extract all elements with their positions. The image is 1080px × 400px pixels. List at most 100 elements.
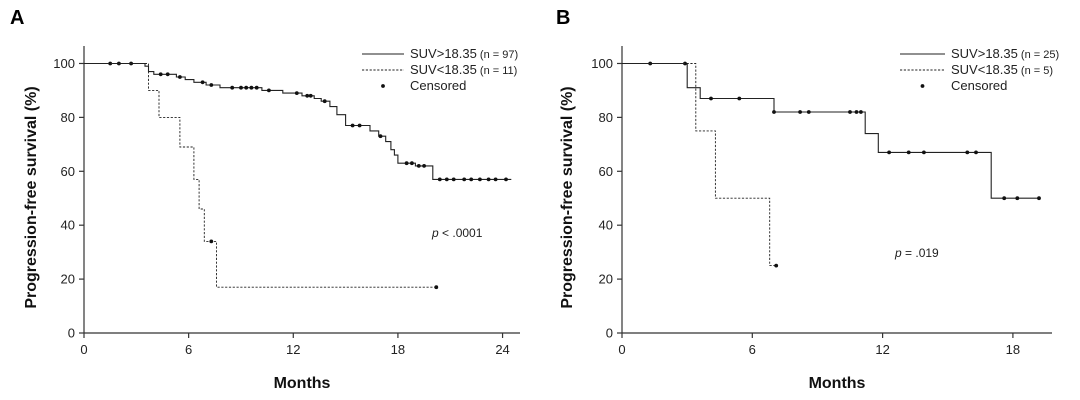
legend: SUV>18.35 (n = 25)SUV<18.35 (n = 5)Censo… (900, 46, 1059, 93)
legend-label: SUV>18.35 (951, 46, 1018, 61)
censor-mark (178, 75, 182, 79)
y-tick-label: 80 (61, 110, 75, 125)
censor-mark (451, 177, 456, 182)
legend-entry: SUV<18.35 (n = 11) (410, 62, 517, 77)
censor-mark (854, 110, 859, 114)
x-tick-label: 24 (495, 342, 509, 357)
legend-entry: SUV>18.35 (n = 97) (410, 46, 518, 61)
x-axis-title: Months (274, 375, 331, 392)
censor-mark (230, 85, 235, 90)
censor-mark (434, 285, 439, 290)
censor-mark (404, 161, 409, 166)
legend-censor-mark (920, 84, 925, 88)
censor-mark (737, 96, 742, 101)
censor-mark (254, 85, 259, 90)
x-tick-label: 6 (185, 342, 192, 357)
censor-mark (772, 110, 776, 114)
y-axis-title: Progression-free survival (%) (559, 86, 576, 308)
series-low-suv (84, 63, 439, 290)
y-tick-label: 0 (68, 326, 75, 341)
censor-mark (965, 150, 970, 155)
y-tick-label: 60 (599, 164, 613, 179)
y-tick-label: 100 (53, 56, 75, 71)
censor-mark (209, 83, 214, 87)
p-value: = .019 (902, 246, 939, 260)
censor-mark (444, 177, 449, 182)
p-value-annotation: p = .019 (894, 246, 939, 260)
censor-mark (410, 161, 414, 166)
legend-label: SUV<18.35 (951, 62, 1018, 77)
panel-letter: A (10, 7, 24, 29)
censor-mark (267, 88, 271, 93)
censor-mark (493, 177, 498, 182)
legend-entry: SUV>18.35 (n = 25) (951, 46, 1059, 61)
p-value: < .0001 (439, 226, 483, 240)
survival-curve (622, 62, 1039, 199)
panel-b: B 0 20 40 60 80 100 0 6 12 18 Months Progression-fre… (556, 7, 1059, 392)
x-tick-label: 0 (618, 342, 625, 357)
censor-mark (378, 134, 383, 139)
censor-mark (244, 85, 249, 90)
censor-mark (437, 177, 442, 182)
censor-mark (922, 150, 926, 155)
censor-mark (798, 110, 802, 114)
censor-mark (158, 72, 163, 77)
censor-mark (209, 239, 214, 244)
censor-mark (469, 177, 474, 182)
censor-mark (249, 85, 254, 90)
legend: SUV>18.35 (n = 97)SUV<18.35 (n = 11)Cens… (362, 46, 518, 93)
censor-mark (974, 150, 978, 155)
legend-entry: SUV<18.35 (n = 5) (951, 62, 1053, 77)
legend-n: (n = 11) (477, 65, 517, 77)
censor-mark (887, 150, 891, 155)
survival-curve (84, 63, 437, 288)
censor-mark (350, 123, 355, 128)
y-tick-label: 40 (61, 218, 75, 233)
panel-letter: B (556, 7, 570, 29)
censor-mark (1002, 196, 1007, 201)
y-tick-label: 20 (599, 272, 613, 287)
censor-mark (305, 93, 310, 98)
censor-mark (906, 150, 911, 155)
legend-n: (n = 25) (1018, 49, 1059, 61)
series-high-suv (84, 61, 512, 182)
censor-mark (504, 177, 508, 182)
censor-mark (322, 99, 327, 104)
censor-mark (859, 110, 863, 114)
censor-mark (709, 96, 713, 101)
censor-mark (416, 164, 421, 168)
censor-mark (848, 110, 852, 114)
x-tick-label: 12 (875, 342, 889, 357)
legend-label: SUV<18.35 (410, 62, 477, 77)
x-tick-label: 6 (749, 342, 756, 357)
y-tick-label: 40 (599, 218, 613, 233)
x-tick-label: 18 (1006, 342, 1020, 357)
y-tick-label: 100 (591, 56, 613, 71)
series-low-suv (622, 63, 779, 268)
censor-mark (200, 80, 205, 85)
legend-n: (n = 5) (1018, 65, 1053, 77)
x-tick-label: 12 (286, 342, 300, 357)
y-tick-label: 20 (61, 272, 75, 287)
censor-mark (239, 85, 243, 90)
censor-mark (165, 72, 170, 77)
censor-mark (1015, 196, 1020, 201)
x-axis-title: Months (809, 375, 866, 392)
censor-mark (108, 61, 113, 66)
legend-censored: Censored (951, 78, 1007, 93)
y-axis-title: Progression-free survival (%) (23, 86, 40, 308)
legend-censor-mark (381, 84, 385, 88)
legend-n: (n = 97) (477, 49, 518, 61)
censor-mark (462, 177, 467, 182)
censor-mark (294, 91, 299, 95)
y-tick-label: 0 (606, 326, 613, 341)
p-value-annotation: p < .0001 (431, 226, 483, 240)
censor-mark (1037, 196, 1041, 201)
survival-curve (622, 63, 777, 267)
y-tick-label: 60 (61, 164, 75, 179)
censor-mark (422, 164, 426, 168)
y-tick-label: 80 (599, 110, 613, 125)
survival-curve (84, 62, 512, 180)
censor-mark (806, 110, 811, 114)
